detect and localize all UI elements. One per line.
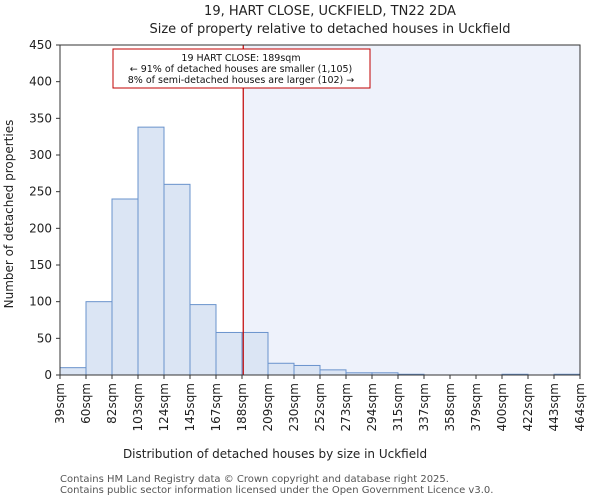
bar (319, 369, 347, 376)
annotation-line-3: 8% of semi-detached houses are larger (1… (128, 75, 355, 86)
footer-line-1: Contains HM Land Registry data © Crown c… (60, 474, 449, 485)
x-tick-label: 60sqm (79, 383, 93, 424)
y-tick-label: 0 (44, 368, 52, 382)
bars (59, 126, 581, 376)
annotation-box: 19 HART CLOSE: 189sqm ← 91% of detached … (112, 48, 371, 89)
chart-subtitle: Size of property relative to detached ho… (149, 22, 510, 37)
bar (163, 183, 191, 376)
bar (137, 126, 165, 376)
y-tick-label: 300 (29, 148, 52, 162)
x-tick-label: 422sqm (521, 383, 535, 431)
x-tick-label: 273sqm (339, 383, 353, 431)
footer-line-2: Contains public sector information licen… (60, 485, 494, 496)
y-tick-label: 450 (29, 38, 52, 52)
bar (215, 331, 243, 376)
annotation-border (112, 48, 371, 89)
chart-title: 19, HART CLOSE, UCKFIELD, TN22 2DA (204, 4, 456, 19)
y-tick-label: 250 (29, 185, 52, 199)
shaded-region (243, 45, 580, 375)
bar (85, 301, 113, 376)
x-tick-label: 379sqm (469, 383, 483, 431)
x-tick-label: 464sqm (573, 383, 587, 431)
x-tick-label: 337sqm (417, 383, 431, 431)
x-tick-label: 167sqm (209, 383, 223, 431)
y-tick-label: 400 (29, 75, 52, 89)
x-tick-label: 39sqm (53, 383, 67, 424)
shade-rect (243, 45, 580, 375)
x-tick-label: 443sqm (547, 383, 561, 431)
y-tick-label: 150 (29, 258, 52, 272)
x-tick-label: 400sqm (495, 383, 509, 431)
x-tick-label: 230sqm (287, 383, 301, 431)
x-tick-label: 252sqm (313, 383, 327, 431)
x-tick-label: 209sqm (261, 383, 275, 431)
y-tick-label: 200 (29, 221, 52, 235)
x-tick-label: 315sqm (391, 383, 405, 431)
y-tick-label: 50 (37, 331, 52, 345)
x-tick-label: 188sqm (235, 383, 249, 431)
x-tick-label: 103sqm (131, 383, 145, 431)
x-tick-label: 294sqm (365, 383, 379, 431)
bar (189, 304, 217, 376)
axes (56, 44, 581, 379)
x-tick-label: 358sqm (443, 383, 457, 431)
bar (267, 362, 295, 376)
x-tick-label: 82sqm (105, 383, 119, 424)
y-tick-label: 100 (29, 295, 52, 309)
annotation-line-1: 19 HART CLOSE: 189sqm (181, 53, 300, 64)
y-axis-label: Number of detached properties (2, 120, 16, 309)
bar (241, 331, 269, 376)
y-tick-label: 350 (29, 111, 52, 125)
x-axis-label: Distribution of detached houses by size … (123, 447, 427, 461)
bar (293, 364, 321, 376)
x-tick-label: 145sqm (183, 383, 197, 431)
bar (111, 198, 139, 376)
x-tick-label: 124sqm (157, 383, 171, 431)
bar (59, 367, 87, 376)
tick-labels: 0 50 100 150 200 250 300 350 400 450 39sqm 60sqm 82s… (29, 38, 587, 431)
annotation-line-2: ← 91% of detached houses are smaller (1,… (130, 64, 353, 75)
